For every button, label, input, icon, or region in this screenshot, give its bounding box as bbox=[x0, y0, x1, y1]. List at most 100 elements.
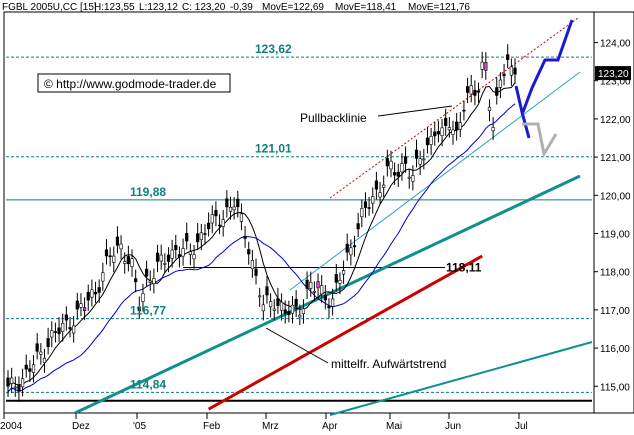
candle-body bbox=[312, 291, 316, 293]
header-close: C: 123,20 bbox=[182, 2, 226, 13]
candle-body bbox=[24, 364, 28, 370]
candle bbox=[261, 294, 265, 321]
candle-body bbox=[86, 291, 90, 301]
candle bbox=[104, 239, 109, 265]
candle-body bbox=[20, 378, 25, 388]
candle bbox=[323, 285, 327, 310]
candle-body bbox=[451, 129, 455, 135]
level-label: 123,62 bbox=[255, 42, 292, 56]
ma-long-line bbox=[207, 254, 483, 411]
candle bbox=[462, 100, 466, 121]
candle bbox=[502, 64, 506, 86]
candle bbox=[119, 235, 123, 260]
candle bbox=[491, 117, 495, 140]
candle-body bbox=[57, 327, 61, 335]
level-label: 121,01 bbox=[255, 142, 292, 156]
candle-body bbox=[174, 244, 178, 251]
candle-body bbox=[225, 198, 229, 208]
candle bbox=[509, 58, 513, 86]
candle bbox=[61, 313, 65, 342]
candle bbox=[356, 212, 360, 238]
candle bbox=[170, 239, 174, 268]
candle bbox=[217, 214, 222, 235]
candle bbox=[155, 244, 160, 273]
candle-body bbox=[134, 278, 138, 283]
candle-body bbox=[374, 180, 378, 190]
candle-body bbox=[491, 127, 495, 132]
header-mov3: MovE=121,76 bbox=[408, 2, 470, 13]
candle-body bbox=[382, 184, 386, 188]
candle-body bbox=[458, 122, 462, 130]
candle-body bbox=[473, 89, 477, 96]
header-symbol: FGBL 2005U,CC [15] bbox=[2, 2, 97, 13]
candle bbox=[341, 260, 346, 284]
pullback-pointer bbox=[377, 105, 453, 117]
candle-body bbox=[28, 368, 32, 372]
candle bbox=[79, 293, 83, 317]
y-tick-label: 117,00 bbox=[600, 306, 630, 317]
candle bbox=[35, 333, 39, 360]
candle-body bbox=[203, 233, 207, 235]
candle bbox=[407, 169, 411, 189]
candle-body bbox=[290, 304, 295, 314]
candle bbox=[418, 150, 422, 175]
x-tick-label: Mai bbox=[386, 421, 402, 432]
candle-body bbox=[465, 86, 470, 93]
candle-body bbox=[130, 258, 134, 267]
candle-body bbox=[221, 219, 225, 227]
candle bbox=[320, 275, 324, 303]
candle-body bbox=[462, 109, 466, 112]
candle-body bbox=[115, 236, 120, 246]
candle-body bbox=[414, 149, 419, 159]
candle bbox=[305, 271, 309, 299]
candle bbox=[115, 226, 120, 254]
candle bbox=[473, 80, 477, 106]
alt-forecast-path bbox=[522, 122, 558, 159]
candle-body bbox=[163, 263, 167, 265]
candle bbox=[181, 238, 185, 266]
candle bbox=[28, 360, 32, 383]
candle bbox=[232, 197, 236, 220]
candle-body bbox=[480, 61, 484, 70]
candle bbox=[123, 252, 127, 274]
candle bbox=[403, 146, 408, 173]
candle-body bbox=[389, 160, 393, 170]
header-low: L:123,12 bbox=[139, 2, 178, 13]
upper-channel-line bbox=[329, 17, 579, 199]
candle bbox=[279, 293, 284, 321]
candle-body bbox=[283, 309, 287, 314]
candle bbox=[360, 199, 364, 228]
x-tick-label: Jun bbox=[445, 421, 461, 432]
header-change: -0,39 bbox=[230, 2, 253, 13]
candle bbox=[254, 258, 258, 285]
candle-body bbox=[349, 247, 353, 256]
candle bbox=[444, 108, 448, 136]
candle-body bbox=[101, 272, 105, 282]
candle-body bbox=[207, 222, 211, 230]
candle bbox=[433, 122, 437, 146]
candle bbox=[97, 279, 101, 304]
candle bbox=[210, 205, 214, 234]
candle bbox=[6, 370, 10, 397]
candle bbox=[228, 196, 233, 220]
candle bbox=[192, 245, 196, 269]
candle bbox=[258, 287, 262, 307]
x-axis-ticks: 2004 Dez '05 Feb Mrz Apr Mai Jun Jul bbox=[0, 413, 528, 432]
candle-body bbox=[327, 305, 331, 309]
candle-body bbox=[294, 298, 298, 307]
candle bbox=[363, 192, 368, 218]
candle-body bbox=[418, 158, 422, 165]
y-tick-label: 122,00 bbox=[600, 115, 631, 126]
candle-body bbox=[64, 314, 68, 321]
candle-body bbox=[469, 85, 473, 95]
candle bbox=[374, 171, 378, 200]
candle-body bbox=[495, 87, 499, 96]
candle-body bbox=[61, 322, 65, 332]
candle-body bbox=[403, 156, 408, 164]
candle-body bbox=[378, 192, 382, 198]
level-label: 118,11 bbox=[446, 260, 482, 274]
y-tick-label: 115,00 bbox=[600, 382, 630, 393]
candle-body bbox=[447, 127, 451, 131]
candle-body bbox=[119, 243, 123, 250]
x-tick-label: Jul bbox=[515, 421, 528, 432]
